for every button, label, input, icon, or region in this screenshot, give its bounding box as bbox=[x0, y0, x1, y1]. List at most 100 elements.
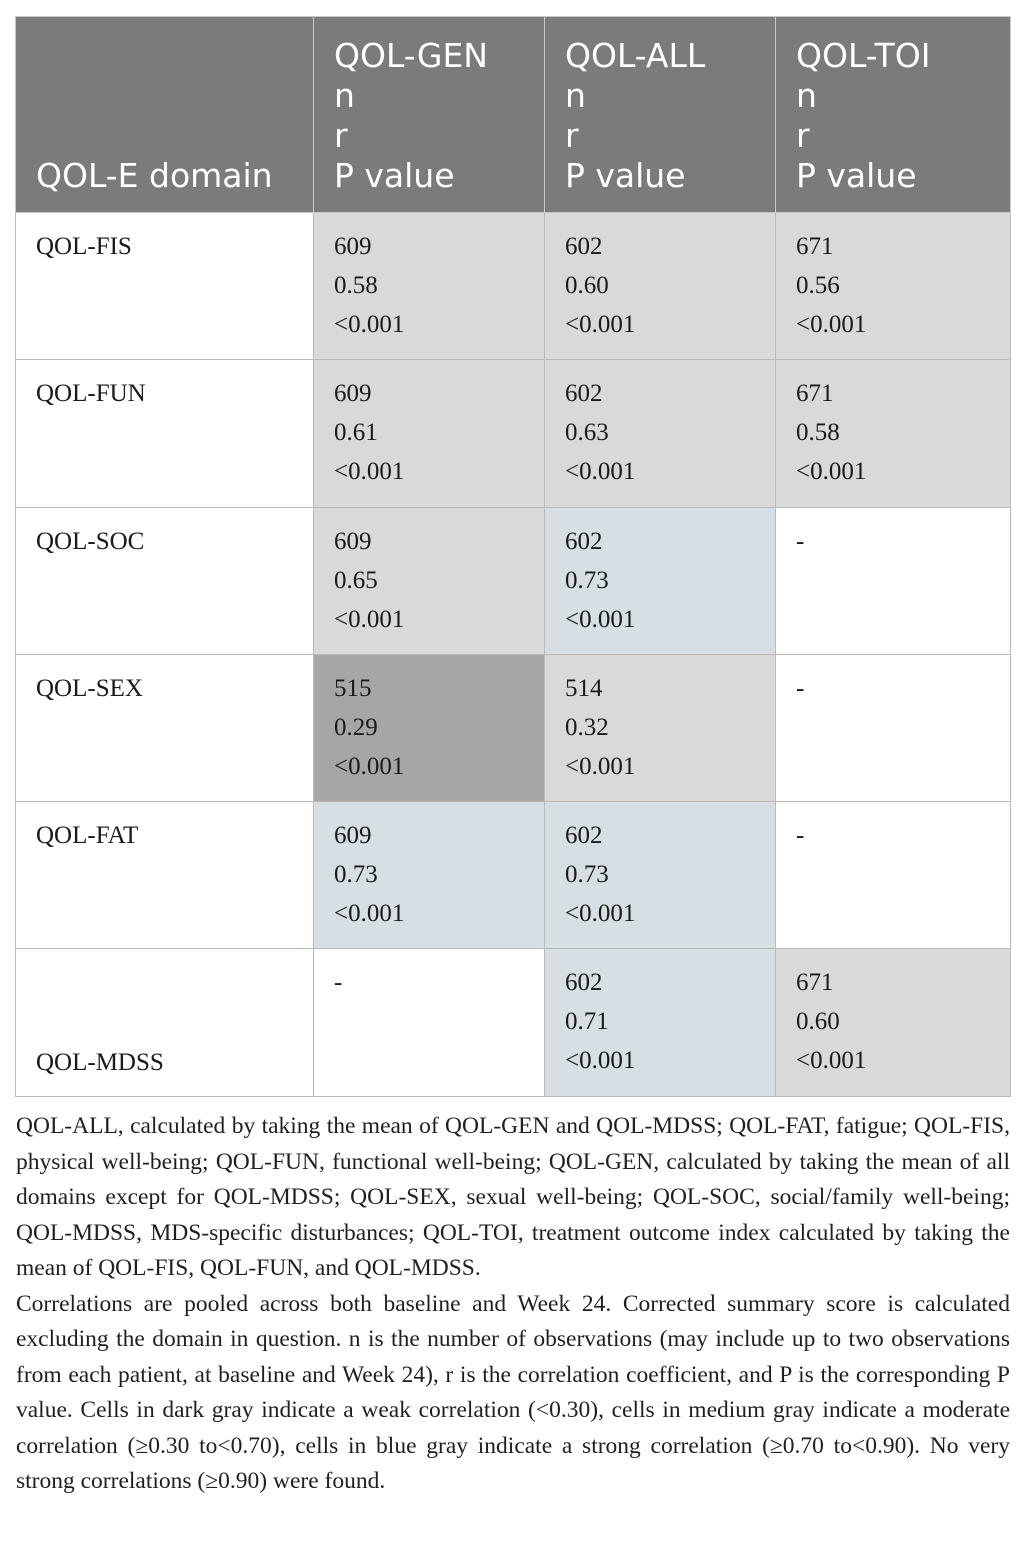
r-value: 0.60 bbox=[565, 272, 609, 299]
p-value: <0.001 bbox=[796, 458, 867, 486]
correlation-table-container: QOL-E domain QOL-GEN n r P value QOL-ALL n r P v… bbox=[15, 16, 1011, 1097]
header-line: QOL-ALL bbox=[565, 36, 706, 75]
value-cell-qol-toi: 671 0.56 <0.001 bbox=[775, 211, 1011, 361]
domain-cell: QOL-FUN bbox=[15, 359, 314, 508]
p-value: <0.001 bbox=[565, 1047, 636, 1075]
footnote-explanation: Correlations are pooled across both base… bbox=[16, 1290, 1010, 1495]
n-value: 671 bbox=[796, 969, 834, 997]
n-value: 609 bbox=[334, 527, 372, 555]
header-line: n bbox=[334, 76, 355, 115]
r-value: 0.32 bbox=[565, 713, 609, 741]
domain-cell: QOL-FIS bbox=[15, 211, 314, 361]
n-value: 609 bbox=[334, 380, 372, 408]
n-value: 602 bbox=[565, 822, 603, 850]
p-value: <0.001 bbox=[334, 752, 405, 780]
p-value: <0.001 bbox=[334, 605, 405, 633]
r-value: 0.29 bbox=[334, 713, 378, 741]
n-value: 602 bbox=[565, 380, 603, 408]
empty-value: - bbox=[796, 527, 805, 555]
value-cell-qol-toi: 671 0.58 <0.001 bbox=[775, 359, 1011, 508]
p-value: <0.001 bbox=[565, 752, 636, 780]
domain-cell: QOL-MDSS bbox=[15, 948, 314, 1097]
value-cell-qol-gen: 609 0.73 <0.001 bbox=[313, 801, 545, 950]
value-cell-qol-gen: 609 0.61 <0.001 bbox=[313, 359, 545, 508]
r-value: 0.65 bbox=[334, 566, 378, 594]
table-header: QOL-E domain QOL-GEN n r P value QOL-ALL n r P v… bbox=[15, 16, 1011, 213]
empty-value: - bbox=[334, 969, 343, 997]
value-cell-qol-toi: - bbox=[775, 801, 1011, 950]
header-line: QOL-GEN bbox=[334, 36, 488, 75]
header-qol-all: QOL-ALL n r P value bbox=[544, 16, 776, 213]
header-line: r bbox=[796, 116, 810, 155]
value-cell-qol-toi: - bbox=[775, 653, 1011, 803]
header-line: n bbox=[565, 76, 586, 115]
n-value: 609 bbox=[334, 822, 372, 850]
value-cell-qol-all: 602 0.73 <0.001 bbox=[544, 801, 776, 950]
empty-value: - bbox=[796, 674, 805, 702]
header-line: r bbox=[334, 116, 348, 155]
table-row: QOL-FAT 609 0.73 <0.001 602 0.73 <0.001 - bbox=[15, 801, 1011, 950]
value-cell-qol-all: 514 0.32 <0.001 bbox=[544, 653, 776, 803]
n-value: 514 bbox=[565, 674, 603, 702]
n-value: 602 bbox=[565, 969, 603, 997]
header-line: P value bbox=[334, 156, 455, 195]
header-line: n bbox=[796, 76, 817, 115]
header-domain: QOL-E domain bbox=[15, 16, 314, 213]
empty-value: - bbox=[796, 822, 805, 850]
r-value: 0.73 bbox=[565, 861, 609, 889]
domain-cell: QOL-SEX bbox=[15, 653, 314, 803]
r-value: 0.73 bbox=[565, 566, 609, 594]
p-value: <0.001 bbox=[565, 311, 636, 338]
value-cell-qol-toi: - bbox=[775, 506, 1011, 655]
r-value: 0.71 bbox=[565, 1008, 609, 1036]
table-row: QOL-FUN 609 0.61 <0.001 602 0.63 <0.001 671 0.58… bbox=[15, 359, 1011, 508]
r-value: 0.58 bbox=[796, 419, 840, 447]
value-cell-qol-gen: 515 0.29 <0.001 bbox=[313, 653, 545, 803]
header-qol-toi: QOL-TOI n r P value bbox=[775, 16, 1011, 213]
table-body: QOL-FIS 609 0.58 <0.001 602 0.60 <0.001 671 0.56… bbox=[15, 211, 1011, 1097]
n-value: 609 bbox=[334, 233, 372, 260]
value-cell-qol-gen: 609 0.58 <0.001 bbox=[313, 211, 545, 361]
p-value: <0.001 bbox=[565, 458, 636, 486]
header-line: QOL-TOI bbox=[796, 36, 931, 75]
n-value: 602 bbox=[565, 233, 603, 260]
value-cell-qol-gen: 609 0.65 <0.001 bbox=[313, 506, 545, 655]
header-qol-gen: QOL-GEN n r P value bbox=[313, 16, 545, 213]
value-cell-qol-gen: - bbox=[313, 948, 545, 1097]
r-value: 0.61 bbox=[334, 419, 378, 447]
domain-cell: QOL-FAT bbox=[15, 801, 314, 950]
table-footnote: QOL-ALL, calculated by taking the mean o… bbox=[16, 1109, 1010, 1500]
p-value: <0.001 bbox=[796, 311, 867, 338]
p-value: <0.001 bbox=[565, 605, 636, 633]
domain-cell: QOL-SOC bbox=[15, 506, 314, 655]
header-line: r bbox=[565, 116, 579, 155]
value-cell-qol-toi: 671 0.60 <0.001 bbox=[775, 948, 1011, 1097]
value-cell-qol-all: 602 0.73 <0.001 bbox=[544, 506, 776, 655]
n-value: 671 bbox=[796, 233, 834, 260]
r-value: 0.56 bbox=[796, 272, 840, 299]
value-cell-qol-all: 602 0.71 <0.001 bbox=[544, 948, 776, 1097]
correlation-table: QOL-E domain QOL-GEN n r P value QOL-ALL n r P v… bbox=[15, 16, 1011, 1097]
n-value: 602 bbox=[565, 527, 603, 555]
table-row: QOL-SEX 515 0.29 <0.001 514 0.32 <0.001 - bbox=[15, 653, 1011, 803]
p-value: <0.001 bbox=[565, 900, 636, 928]
n-value: 515 bbox=[334, 674, 372, 702]
table-row: QOL-SOC 609 0.65 <0.001 602 0.73 <0.001 - bbox=[15, 506, 1011, 655]
r-value: 0.63 bbox=[565, 419, 609, 447]
header-line: P value bbox=[796, 156, 917, 195]
p-value: <0.001 bbox=[796, 1047, 867, 1075]
p-value: <0.001 bbox=[334, 900, 405, 928]
r-value: 0.60 bbox=[796, 1008, 840, 1036]
table-row: QOL-FIS 609 0.58 <0.001 602 0.60 <0.001 671 0.56… bbox=[15, 211, 1011, 361]
header-line: P value bbox=[565, 156, 686, 195]
p-value: <0.001 bbox=[334, 311, 405, 338]
value-cell-qol-all: 602 0.60 <0.001 bbox=[544, 211, 776, 361]
table-row: QOL-MDSS - 602 0.71 <0.001 671 0.60 <0.001 bbox=[15, 948, 1011, 1097]
value-cell-qol-all: 602 0.63 <0.001 bbox=[544, 359, 776, 508]
p-value: <0.001 bbox=[334, 458, 405, 486]
n-value: 671 bbox=[796, 380, 834, 408]
header-line: QOL-E domain bbox=[36, 156, 273, 195]
header-row: QOL-E domain QOL-GEN n r P value QOL-ALL n r P v… bbox=[15, 16, 1011, 213]
footnote-abbreviations: QOL-ALL, calculated by taking the mean o… bbox=[16, 1113, 1010, 1281]
r-value: 0.58 bbox=[334, 272, 378, 299]
